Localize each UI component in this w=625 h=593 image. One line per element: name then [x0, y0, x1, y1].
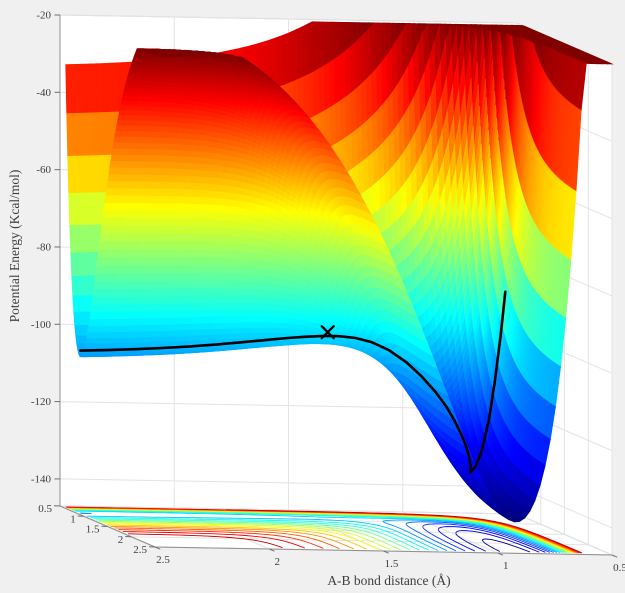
figure-window: A-B bond distance (Å) Potential Energy (… [0, 0, 625, 593]
pes-3d-surface-chart [0, 0, 625, 593]
